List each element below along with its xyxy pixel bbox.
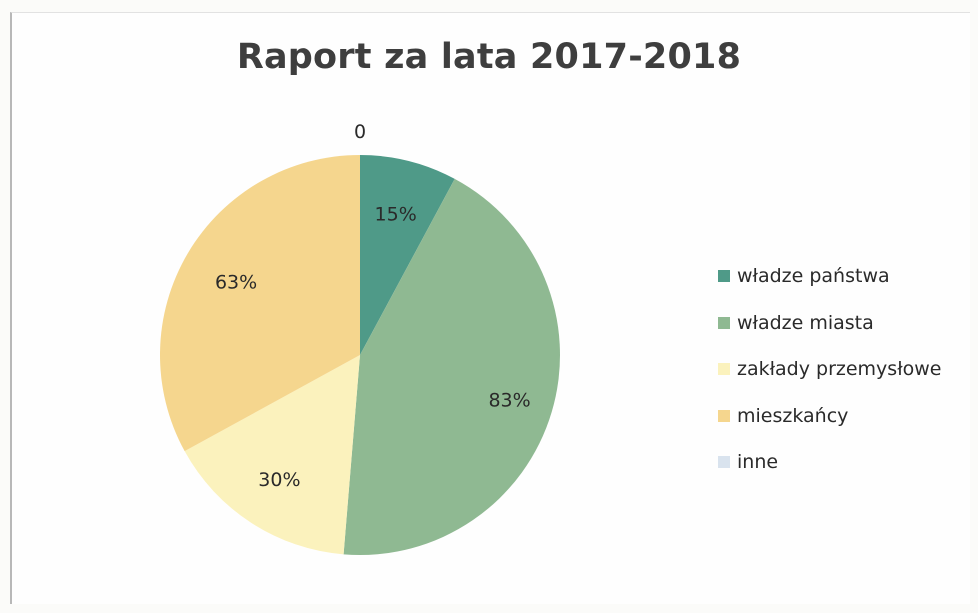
chart-title: Raport za lata 2017-2018 [236, 37, 742, 77]
pie-slice-mieszkancy [159, 154, 360, 452]
data-label-mieszkancy: 63% [215, 272, 257, 294]
legend-item-wladze-miasta: władze miasta [718, 300, 941, 347]
legend-swatch [718, 316, 730, 329]
legend-item-inne: inne [718, 439, 941, 486]
legend-label: władze miasta [737, 311, 874, 334]
legend-swatch [718, 270, 730, 283]
data-label-wladze-miasta: 83% [488, 389, 530, 411]
chart-legend: władze państwa władze miasta zakłady przem… [718, 253, 941, 486]
data-label-inne: 0 [354, 121, 366, 143]
legend-label: inne [737, 451, 779, 474]
legend-swatch [718, 456, 730, 469]
legend-swatch [718, 409, 730, 422]
pie-slice-zaklady-przemyslowe [184, 355, 360, 555]
legend-label: władze państwa [737, 265, 890, 288]
pie-slice-wladze-panstwa [360, 155, 455, 355]
data-label-zaklady-przemyslowe: 30% [258, 469, 300, 491]
legend-item-wladze-panstwa: władze państwa [718, 253, 941, 300]
legend-item-zaklady-przemyslowe: zakłady przemysłowe [718, 346, 941, 393]
legend-label: mieszkańcy [737, 404, 849, 427]
data-label-wladze-panstwa: 15% [375, 203, 417, 225]
pie-slice-wladze-miasta [343, 178, 560, 555]
legend-item-mieszkancy: mieszkańcy [718, 393, 941, 440]
legend-label: zakłady przemysłowe [737, 358, 942, 381]
legend-swatch [718, 363, 730, 376]
